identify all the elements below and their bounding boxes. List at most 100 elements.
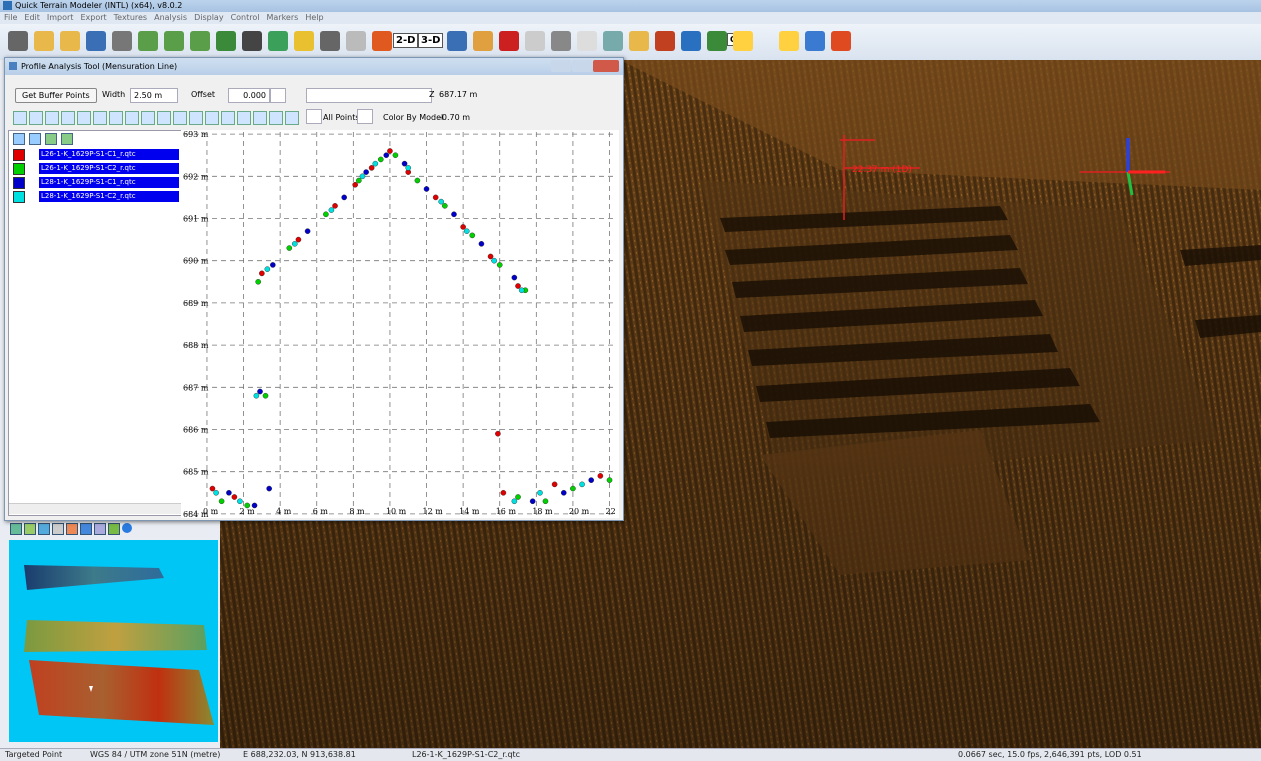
profile-point	[237, 499, 242, 504]
menu-item[interactable]: Display	[194, 13, 224, 22]
layer-name: L26-1-K_1629P-S1-C2_r.qtc	[39, 163, 179, 174]
status-mode: Targeted Point	[5, 749, 62, 761]
tool-button[interactable]	[603, 31, 623, 51]
profile-tool-button[interactable]	[125, 111, 139, 125]
tool-button[interactable]	[733, 31, 753, 51]
delta-value: -0.70 m	[439, 113, 470, 122]
profile-point	[296, 237, 301, 242]
profile-tool-button[interactable]	[269, 111, 283, 125]
tool-button[interactable]	[473, 31, 493, 51]
menu-item[interactable]: Help	[305, 13, 323, 22]
tool-button[interactable]	[655, 31, 675, 51]
menu-item[interactable]: Markers	[266, 13, 298, 22]
profile-tool-button[interactable]	[141, 111, 155, 125]
tool-button[interactable]	[346, 31, 366, 51]
profile-tool-button[interactable]	[173, 111, 187, 125]
layer-row[interactable]: L28-1-K_1629P-S1-C2_r.qtc	[13, 191, 178, 202]
profile-tool-button[interactable]	[253, 111, 267, 125]
menu-item[interactable]: Analysis	[154, 13, 187, 22]
tool-button[interactable]	[164, 31, 184, 51]
z-dropdown[interactable]	[306, 88, 432, 103]
tool-button[interactable]	[525, 31, 545, 51]
close-button[interactable]	[593, 60, 619, 72]
tool-button[interactable]	[242, 31, 262, 51]
z-value: 687.17 m	[439, 90, 477, 99]
menu-item[interactable]: Edit	[24, 13, 40, 22]
layer-swatch	[13, 149, 25, 161]
profile-point	[332, 203, 337, 208]
color-dropdown[interactable]	[357, 109, 373, 124]
profile-title: Profile Analysis Tool (Mensuration Line)	[21, 58, 177, 75]
tool-button[interactable]	[577, 31, 597, 51]
tool-button[interactable]	[216, 31, 236, 51]
tool-button[interactable]	[779, 31, 799, 51]
profile-point	[267, 486, 272, 491]
tool-button[interactable]	[551, 31, 571, 51]
tool-button[interactable]	[707, 31, 727, 51]
tool-button[interactable]	[320, 31, 340, 51]
profile-tool-button[interactable]	[93, 111, 107, 125]
profile-tool-button[interactable]	[157, 111, 171, 125]
overview-map[interactable]	[9, 540, 218, 742]
color-mode[interactable]: Color By Model	[383, 113, 443, 122]
tool-button[interactable]	[268, 31, 288, 51]
layer-row[interactable]: L26-1-K_1629P-S1-C1_r.qtc	[13, 149, 178, 160]
points-dropdown[interactable]	[306, 109, 322, 124]
profile-tool-button[interactable]	[285, 111, 299, 125]
tool-button[interactable]	[86, 31, 106, 51]
tool-button[interactable]	[60, 31, 80, 51]
profile-tool-button[interactable]	[77, 111, 91, 125]
width-input[interactable]: 2.50 m	[130, 88, 178, 103]
status-model: L26-1-K_1629P-S1-C2_r.qtc	[412, 749, 520, 761]
profile-tool-button[interactable]	[61, 111, 75, 125]
profile-tool-button[interactable]	[13, 111, 27, 125]
offset-input[interactable]: 0.000	[228, 88, 270, 103]
tool-button[interactable]	[499, 31, 519, 51]
tool-button[interactable]	[681, 31, 701, 51]
get-buffer-points-button[interactable]: Get Buffer Points	[15, 88, 97, 103]
minimize-button[interactable]	[551, 60, 571, 72]
profile-tool-button[interactable]	[45, 111, 59, 125]
menu-item[interactable]: Import	[47, 13, 74, 22]
menu-item[interactable]: Textures	[114, 13, 147, 22]
profile-point	[515, 494, 520, 499]
scrollbar[interactable]	[9, 503, 181, 514]
tool-button[interactable]	[629, 31, 649, 51]
y-tick-label: 690 m	[183, 257, 209, 266]
profile-point	[451, 212, 456, 217]
profile-tool-button[interactable]	[189, 111, 203, 125]
tool-button[interactable]	[372, 31, 392, 51]
profile-tool-button[interactable]	[221, 111, 235, 125]
profile-point	[257, 389, 262, 394]
menu-bar: File Edit Import Export Textures Analysis Disp…	[0, 12, 1261, 24]
tool-button[interactable]	[294, 31, 314, 51]
layer-row[interactable]: L26-1-K_1629P-S1-C2_r.qtc	[13, 163, 178, 174]
offset-spinner[interactable]	[270, 88, 286, 103]
profile-point	[387, 148, 392, 153]
menu-item[interactable]: Control	[231, 13, 260, 22]
x-tick-label: 4 m	[276, 507, 292, 516]
tool-button[interactable]	[34, 31, 54, 51]
profile-tool-button[interactable]	[29, 111, 43, 125]
points-filter[interactable]: All Points	[323, 113, 360, 122]
tool-button[interactable]	[805, 31, 825, 51]
menu-item[interactable]: Export	[80, 13, 106, 22]
tool-button[interactable]	[8, 31, 28, 51]
tool-button[interactable]	[112, 31, 132, 51]
layer-row[interactable]: L28-1-K_1629P-S1-C1_r.qtc	[13, 177, 178, 188]
tool-button[interactable]	[447, 31, 467, 51]
profile-tool-button[interactable]	[237, 111, 251, 125]
menu-item[interactable]: File	[4, 13, 17, 22]
profile-tool-button[interactable]	[205, 111, 219, 125]
tool-button[interactable]	[138, 31, 158, 51]
profile-tool-button[interactable]	[109, 111, 123, 125]
3d-button[interactable]: 3-D	[418, 33, 443, 48]
tool-button[interactable]	[190, 31, 210, 51]
profile-window: Profile Analysis Tool (Mensuration Line)…	[4, 57, 624, 521]
tool-button[interactable]	[831, 31, 851, 51]
profile-point	[292, 241, 297, 246]
2d-button[interactable]: 2-D	[393, 33, 418, 48]
maximize-button[interactable]	[572, 60, 592, 72]
profile-point	[210, 486, 215, 491]
